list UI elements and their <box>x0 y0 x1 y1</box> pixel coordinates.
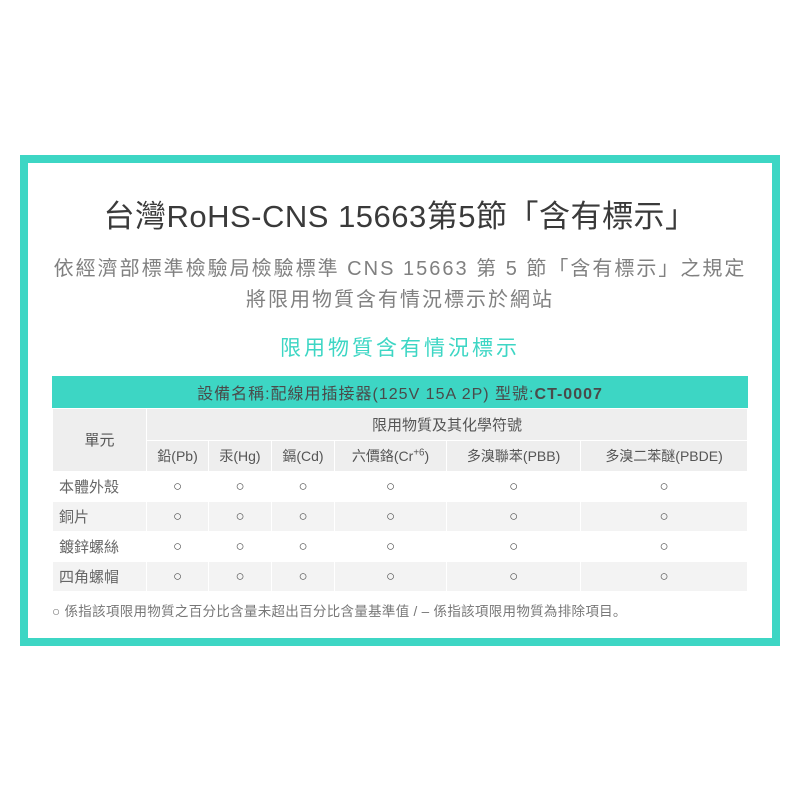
cell: ○ <box>581 561 748 591</box>
cell: ○ <box>581 471 748 501</box>
table-row: 本體外殼 ○ ○ ○ ○ ○ ○ <box>53 471 748 501</box>
col-pb: 鉛(Pb) <box>147 440 209 471</box>
unit-header: 單元 <box>53 408 147 471</box>
col-pbb: 多溴聯苯(PBB) <box>447 440 581 471</box>
col-cd: 鎘(Cd) <box>271 440 334 471</box>
cell: ○ <box>581 531 748 561</box>
cell: ○ <box>334 561 446 591</box>
cell: ○ <box>147 471 209 501</box>
cell: ○ <box>271 561 334 591</box>
table-row: 四角螺帽 ○ ○ ○ ○ ○ ○ <box>53 561 748 591</box>
cell: ○ <box>271 501 334 531</box>
group-header: 限用物質及其化學符號 <box>147 408 748 440</box>
row-label: 四角螺帽 <box>53 561 147 591</box>
col-pbde: 多溴二苯醚(PBDE) <box>581 440 748 471</box>
table-row: 鍍鋅螺絲 ○ ○ ○ ○ ○ ○ <box>53 531 748 561</box>
cell: ○ <box>447 501 581 531</box>
row-label: 本體外殼 <box>53 471 147 501</box>
cell: ○ <box>447 471 581 501</box>
cell: ○ <box>271 471 334 501</box>
equipment-prefix: 設備名稱:配線用插接器(125V 15A 2P) 型號: <box>197 386 534 403</box>
cell: ○ <box>147 561 209 591</box>
cell: ○ <box>334 501 446 531</box>
page-subtitle: 依經濟部標準檢驗局檢驗標準 CNS 15663 第 5 節「含有標示」之規定將限… <box>52 254 748 316</box>
equipment-bar: 設備名稱:配線用插接器(125V 15A 2P) 型號:CT-0007 <box>52 376 748 408</box>
table-body: 本體外殼 ○ ○ ○ ○ ○ ○ 銅片 ○ ○ ○ ○ ○ ○ 鍍鋅螺絲 ○ ○ <box>53 471 748 591</box>
cell: ○ <box>447 531 581 561</box>
cell: ○ <box>447 561 581 591</box>
rohs-panel: 台灣RoHS-CNS 15663第5節「含有標示」 依經濟部標準檢驗局檢驗標準 … <box>20 155 780 646</box>
cell: ○ <box>147 531 209 561</box>
cell: ○ <box>271 531 334 561</box>
cell: ○ <box>334 531 446 561</box>
row-label: 鍍鋅螺絲 <box>53 531 147 561</box>
cell: ○ <box>208 471 271 501</box>
row-label: 銅片 <box>53 501 147 531</box>
table-row: 銅片 ○ ○ ○ ○ ○ ○ <box>53 501 748 531</box>
col-hg: 汞(Hg) <box>208 440 271 471</box>
col-cr6: 六價鉻(Cr+6) <box>334 440 446 471</box>
page-title: 台灣RoHS-CNS 15663第5節「含有標示」 <box>52 191 748 236</box>
cell: ○ <box>581 501 748 531</box>
cell: ○ <box>147 501 209 531</box>
cell: ○ <box>334 471 446 501</box>
footnote: ○ 係指該項限用物質之百分比含量未超出百分比含量基準值 / – 係指該項限用物質… <box>52 600 748 620</box>
equipment-model: CT-0007 <box>535 386 603 403</box>
section-heading: 限用物質含有情況標示 <box>52 332 748 362</box>
cell: ○ <box>208 561 271 591</box>
cell: ○ <box>208 531 271 561</box>
cell: ○ <box>208 501 271 531</box>
substance-table: 單元 限用物質及其化學符號 鉛(Pb) 汞(Hg) 鎘(Cd) 六價鉻(Cr+6… <box>52 408 748 592</box>
